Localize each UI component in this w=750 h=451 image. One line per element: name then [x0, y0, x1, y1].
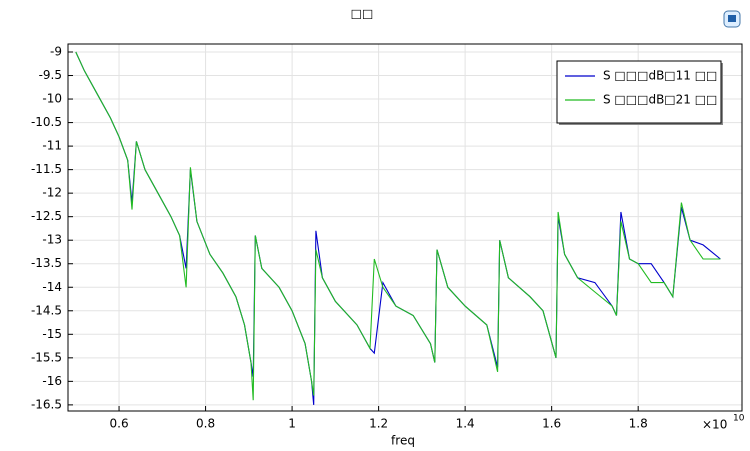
- y-tick-label: -12.5: [31, 209, 62, 223]
- y-tick-label: -15.5: [31, 350, 62, 364]
- legend-box: [556, 60, 722, 124]
- x-tick-label: 1.2: [369, 417, 388, 431]
- x-tick-label: 1.4: [456, 417, 475, 431]
- x-tick-label: 1: [288, 417, 296, 431]
- y-tick-label: -15: [42, 327, 62, 341]
- x-tick-label: 1.6: [542, 417, 561, 431]
- y-tick-label: -10: [42, 92, 62, 106]
- y-tick-label: -12: [42, 186, 62, 200]
- x-tick-label: 0.8: [196, 417, 215, 431]
- y-tick-label: -9: [50, 44, 62, 58]
- x-tick-label: 0.6: [110, 417, 129, 431]
- series-line: [75, 51, 721, 401]
- legend-label: S □□□dB□21 □□: [603, 93, 717, 107]
- y-tick-label: -11: [42, 139, 62, 153]
- y-tick-label: -14.5: [31, 303, 62, 317]
- chart-title: □□: [351, 7, 374, 21]
- app-icon[interactable]: [723, 10, 741, 28]
- y-tick-label: -14: [42, 280, 62, 294]
- x-axis-label: freq: [391, 434, 415, 448]
- x-multiplier-exp: 10: [733, 414, 745, 424]
- x-multiplier: ×10: [702, 418, 727, 432]
- y-tick-label: -10.5: [31, 115, 62, 129]
- x-tick-label: 1.8: [629, 417, 648, 431]
- y-tick-label: -13: [42, 233, 62, 247]
- y-tick-label: -11.5: [31, 162, 62, 176]
- y-tick-label: -16.5: [31, 397, 62, 411]
- y-tick-label: -9.5: [39, 68, 62, 82]
- y-tick-label: -16: [42, 374, 62, 388]
- icon-inner: [728, 15, 736, 22]
- legend-label: S □□□dB□11 □□: [603, 69, 717, 83]
- y-tick-label: -13.5: [31, 256, 62, 270]
- plot-frame: [67, 43, 743, 412]
